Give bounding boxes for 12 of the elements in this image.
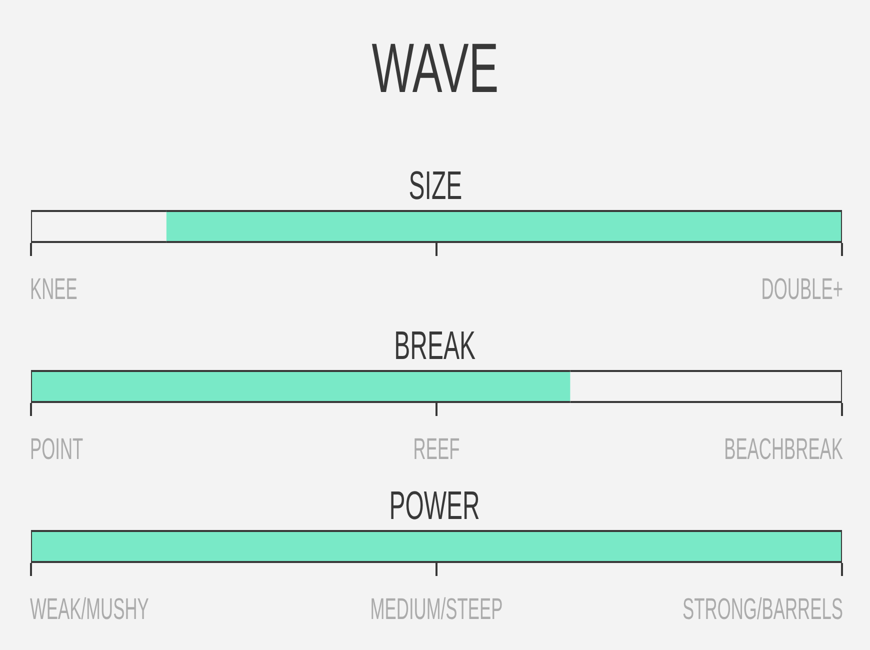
annotation: BEACHBREAK bbox=[724, 433, 844, 466]
annotation: WEAK/MUSHY bbox=[30, 593, 149, 626]
text: SIZE bbox=[408, 164, 462, 208]
text: BREAK bbox=[394, 324, 476, 368]
annotation: POINT bbox=[30, 433, 84, 466]
annotation: REEF bbox=[413, 433, 460, 466]
text: WAVE bbox=[372, 29, 498, 107]
text: POWER bbox=[390, 484, 480, 528]
annotation: MEDIUM/STEEP bbox=[370, 593, 503, 626]
annotation: STRONG/BARRELS bbox=[682, 593, 843, 626]
annotation: KNEE bbox=[30, 273, 78, 306]
annotation: DOUBLE+ bbox=[761, 273, 843, 306]
